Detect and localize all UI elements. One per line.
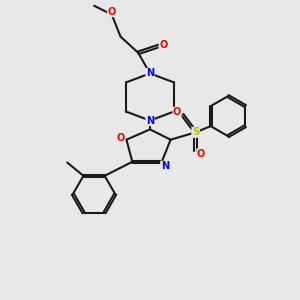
Text: S: S	[192, 127, 200, 137]
Text: O: O	[197, 149, 205, 159]
Text: O: O	[173, 107, 181, 117]
Text: O: O	[108, 7, 116, 16]
Text: N: N	[146, 116, 154, 126]
Text: N: N	[161, 161, 169, 171]
Text: O: O	[116, 133, 125, 143]
Text: O: O	[159, 40, 167, 50]
Text: N: N	[146, 68, 154, 78]
